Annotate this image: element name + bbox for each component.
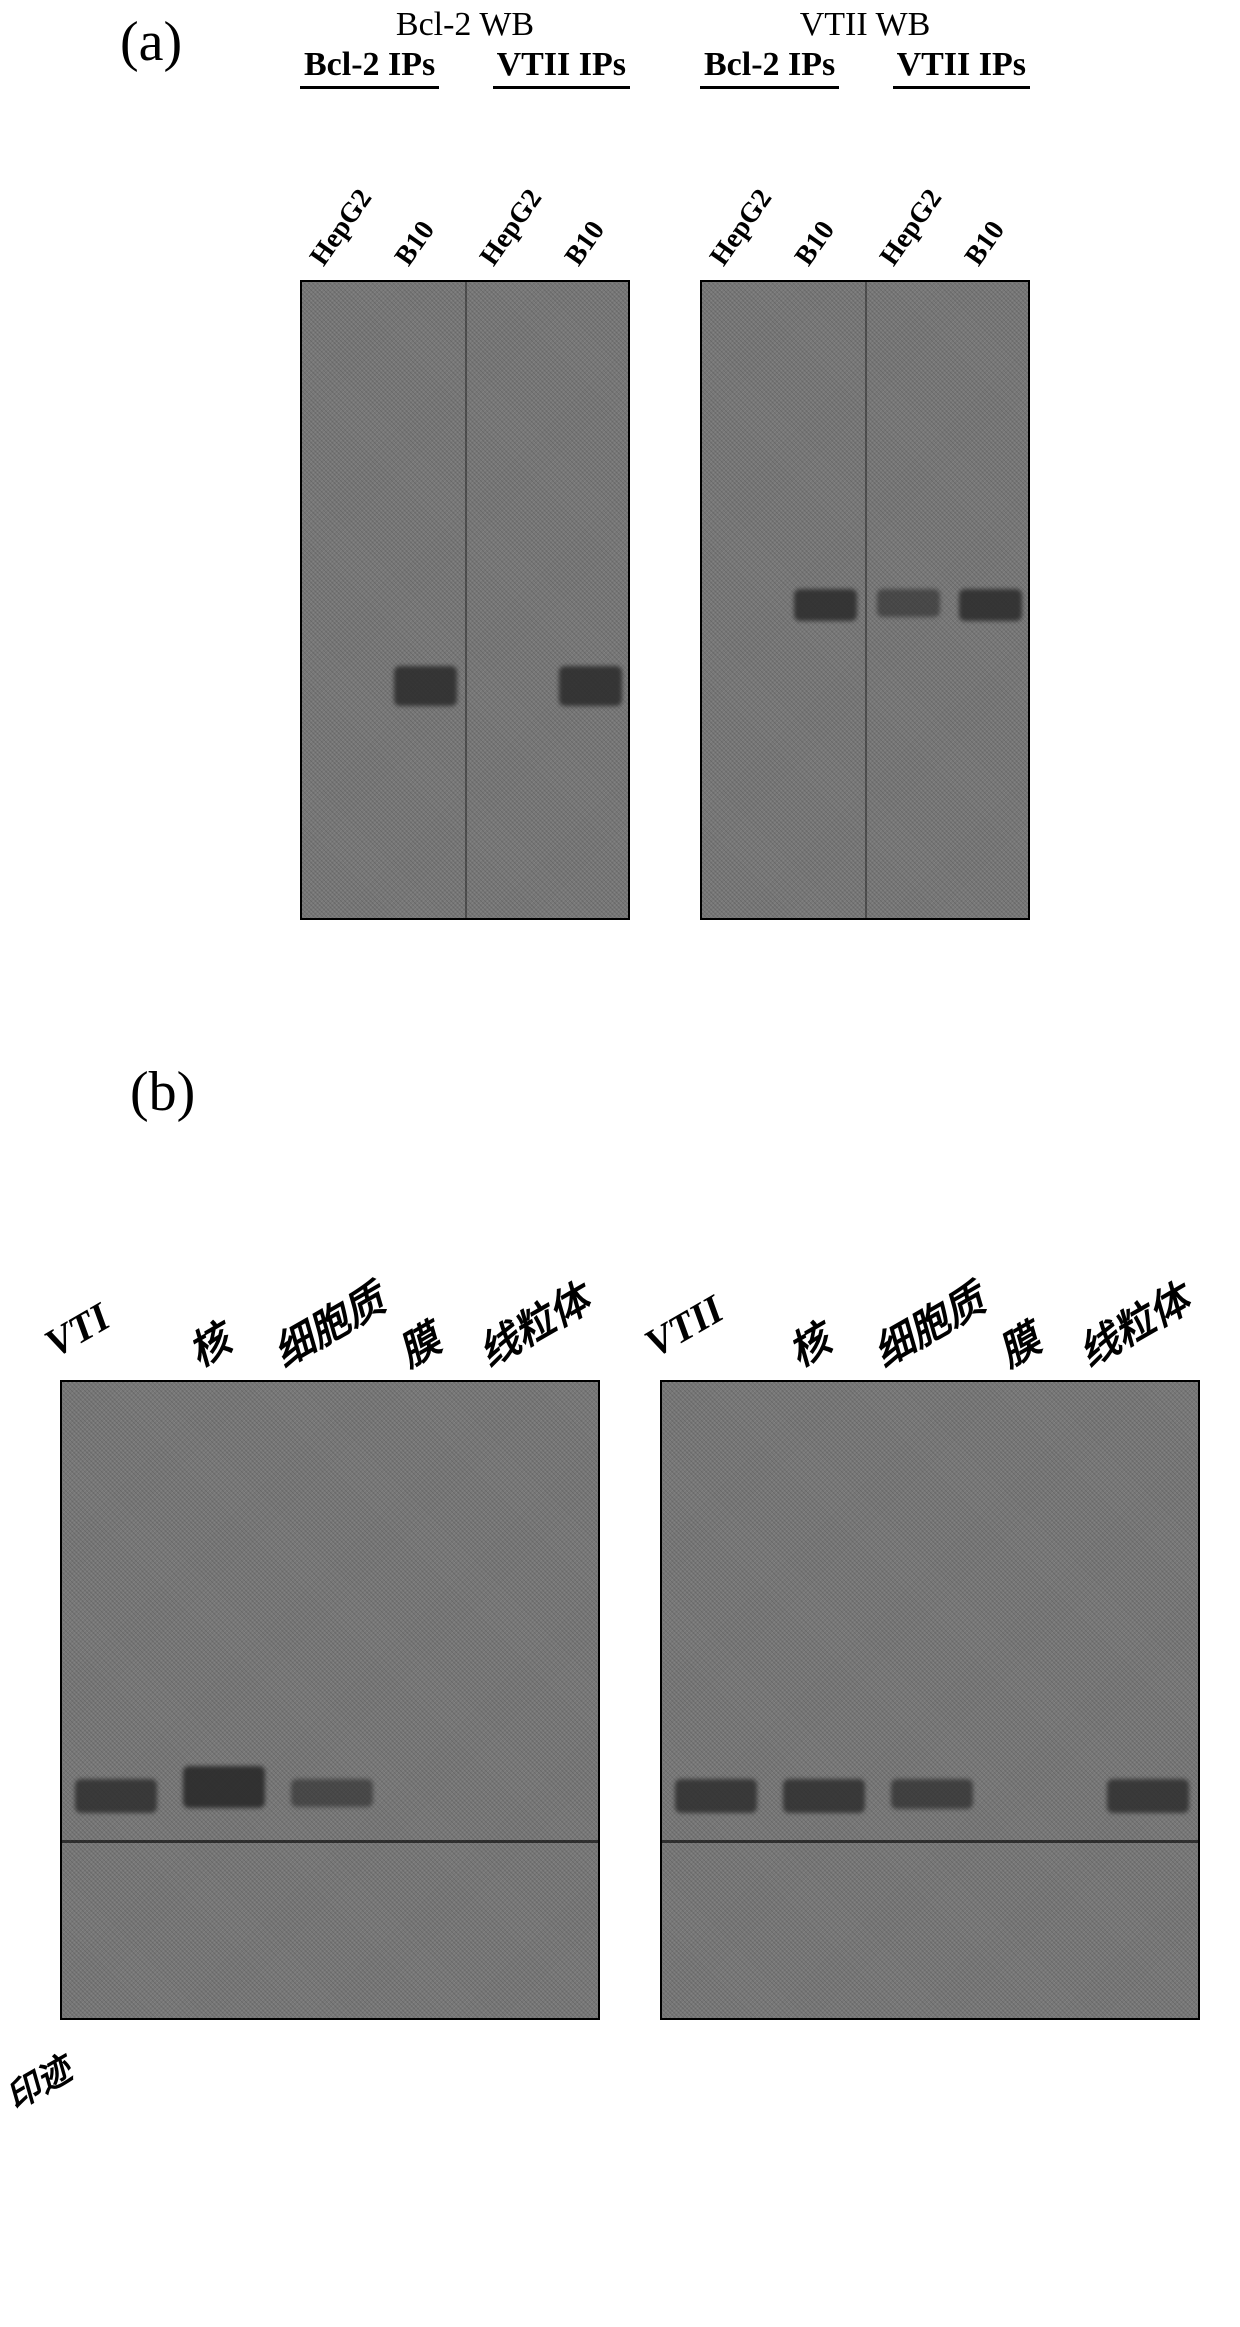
gel-band [291,1779,373,1807]
lane-label: B10 [559,215,612,272]
gel-band [1107,1779,1189,1813]
panel-a-title-left: Bcl-2 WB [300,6,630,44]
gel-band [783,1779,865,1813]
lane-label: 核 [776,1308,840,1378]
gel-divider [465,282,467,918]
gel-a-left [300,280,630,920]
ips-label-left2: VTII IPs [493,46,630,89]
gel-band [877,589,940,617]
gel-band [959,589,1022,621]
lane-label: HepG2 [874,184,949,272]
wb-title-right: VTII WB [800,6,931,43]
panel-b-label: (b) [130,1060,195,1124]
gel-band [394,666,457,706]
lane-label: 核 [176,1308,240,1378]
panel-a-label: (a) [120,10,182,74]
lane-label: B10 [959,215,1012,272]
lane-label: HepG2 [304,184,379,272]
ips-label-right1: Bcl-2 IPs [700,46,839,89]
gel-b-left [60,1380,600,2020]
panel-a-ips-left: Bcl-2 IPs VTII IPs [300,46,630,89]
lane-label: B10 [389,215,442,272]
wb-title-left: Bcl-2 WB [396,6,534,43]
gel-hline [62,1840,598,1843]
lane-label: 膜 [986,1308,1050,1378]
gel-band [183,1766,265,1808]
panel-a-title-right: VTII WB [700,6,1030,44]
ips-label-left1: Bcl-2 IPs [300,46,439,89]
gel-band [675,1779,757,1813]
panel-a-ips-right: Bcl-2 IPs VTII IPs [700,46,1030,89]
lane-label: VTII [637,1285,732,1367]
lane-label: B10 [789,215,842,272]
lane-label: 细胞质 [261,1268,394,1378]
gel-a-right [700,280,1030,920]
lane-label: VTI [37,1293,118,1367]
gel-band [794,589,857,621]
lane-label: 线粒体 [466,1268,599,1378]
gel-band [891,1779,973,1809]
lane-label: HepG2 [704,184,779,272]
gel-band [559,666,622,706]
lane-label: 膜 [386,1308,450,1378]
lane-label: 线粒体 [1066,1268,1199,1378]
figure-page: (a) Bcl-2 WB Bcl-2 IPs VTII IPs VTII WB … [0,0,1240,2327]
ips-label-right2: VTII IPs [893,46,1030,89]
gel-hline [662,1840,1198,1843]
gel-divider [865,282,867,918]
gel-band [75,1779,157,1813]
lane-label: HepG2 [474,184,549,272]
gel-b-right [660,1380,1200,2020]
lane-label-extra: 印迹 [0,2043,79,2119]
lane-label: 细胞质 [861,1268,994,1378]
